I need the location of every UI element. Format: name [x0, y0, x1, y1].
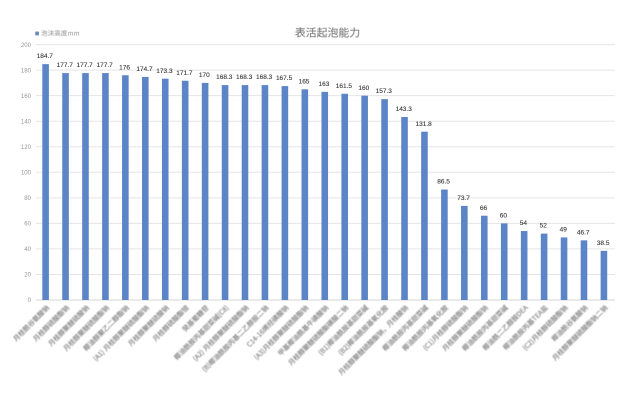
svg-text:100: 100	[21, 170, 32, 177]
svg-text:168.3: 168.3	[216, 74, 233, 81]
svg-text:180: 180	[21, 67, 32, 74]
svg-text:60: 60	[24, 221, 31, 228]
svg-text:177.7: 177.7	[57, 62, 74, 69]
svg-text:167.5: 167.5	[276, 75, 293, 82]
svg-text:86.5: 86.5	[437, 179, 450, 186]
svg-text:170: 170	[199, 72, 210, 79]
svg-text:49: 49	[560, 227, 568, 234]
svg-text:143.3: 143.3	[396, 106, 413, 113]
svg-text:52: 52	[540, 223, 548, 230]
svg-text:73.7: 73.7	[457, 195, 470, 202]
svg-text:161.5: 161.5	[336, 83, 353, 90]
svg-text:173.3: 173.3	[156, 68, 173, 75]
svg-text:131.8: 131.8	[416, 121, 433, 128]
svg-text:163: 163	[319, 81, 330, 88]
svg-text:168.3: 168.3	[236, 74, 253, 81]
svg-text:168.3: 168.3	[256, 74, 273, 81]
svg-text:60: 60	[500, 212, 508, 219]
svg-text:177.7: 177.7	[77, 62, 94, 69]
svg-text:20: 20	[24, 272, 31, 279]
svg-text:120: 120	[21, 144, 32, 151]
svg-text:54: 54	[520, 220, 528, 227]
svg-text:174.7: 174.7	[136, 66, 153, 73]
svg-text:46.7: 46.7	[577, 229, 590, 236]
svg-text:140: 140	[21, 118, 32, 125]
svg-text:177.7: 177.7	[96, 62, 113, 69]
svg-text:160: 160	[358, 85, 369, 92]
svg-text:66: 66	[480, 205, 488, 212]
svg-text:171.7: 171.7	[176, 70, 193, 77]
svg-text:184.7: 184.7	[37, 53, 54, 60]
svg-text:38.5: 38.5	[597, 240, 610, 247]
svg-text:40: 40	[24, 246, 31, 253]
svg-text:0: 0	[28, 297, 32, 304]
svg-text:80: 80	[24, 195, 31, 202]
svg-text:157.3: 157.3	[376, 88, 393, 95]
svg-text:165: 165	[299, 78, 310, 85]
svg-text:200: 200	[21, 42, 32, 49]
svg-text:176: 176	[119, 64, 130, 71]
svg-text:160: 160	[21, 93, 32, 100]
